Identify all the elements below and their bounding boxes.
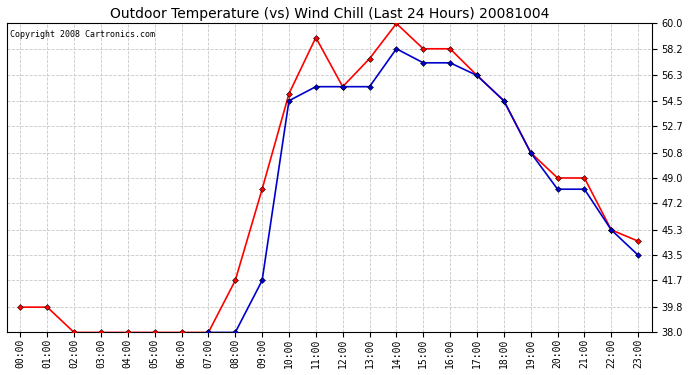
Title: Outdoor Temperature (vs) Wind Chill (Last 24 Hours) 20081004: Outdoor Temperature (vs) Wind Chill (Las… xyxy=(110,7,549,21)
Text: Copyright 2008 Cartronics.com: Copyright 2008 Cartronics.com xyxy=(10,30,155,39)
